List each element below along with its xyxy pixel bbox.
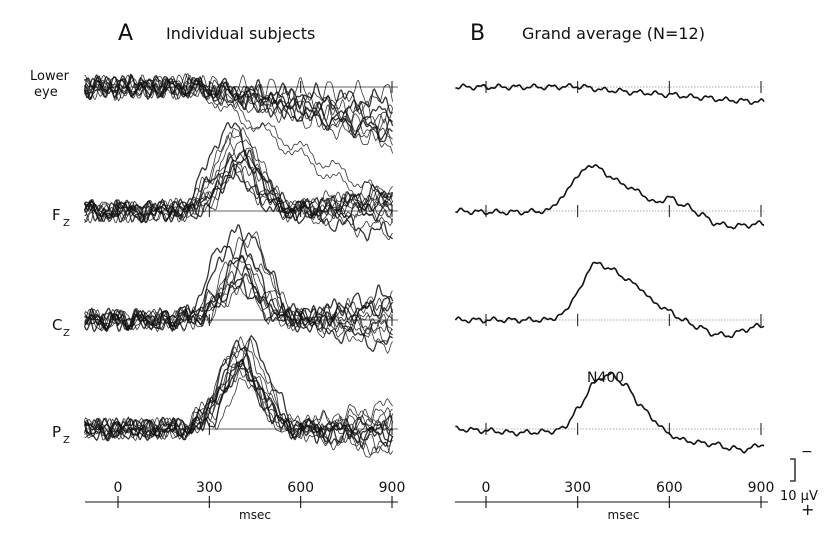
x-tick-label-a: 900 bbox=[379, 480, 406, 496]
subject-trace-pz bbox=[84, 345, 393, 442]
channel-label-lower: Lower bbox=[30, 69, 70, 84]
channel-label-pz: P Z bbox=[52, 423, 70, 446]
subject-trace-fz bbox=[84, 135, 393, 224]
subject-trace-cz bbox=[84, 254, 393, 333]
panel-a-plot bbox=[83, 72, 398, 458]
x-axis-panel-a: 0 300 600 900 msec bbox=[85, 480, 405, 522]
subject-trace-fz bbox=[83, 148, 394, 223]
subject-trace-lower-eye bbox=[84, 74, 393, 154]
svg-text:C: C bbox=[52, 316, 62, 334]
subject-trace-lower-eye bbox=[84, 77, 393, 208]
channel-label-fz: F Z bbox=[52, 206, 70, 229]
x-tick-label-b: 300 bbox=[564, 480, 591, 496]
n400-label: N400 bbox=[587, 370, 624, 386]
x-tick-label-b: 900 bbox=[748, 480, 775, 496]
subject-trace-cz bbox=[84, 230, 393, 342]
x-tick-label-a: 0 bbox=[114, 480, 123, 496]
subject-trace-pz bbox=[84, 336, 393, 458]
channel-label-eye: eye bbox=[34, 85, 58, 100]
panel-b-title: Grand average (N=12) bbox=[522, 24, 705, 43]
panel-b-plot bbox=[454, 81, 765, 454]
x-tick-label-b: 600 bbox=[656, 480, 683, 496]
x-axis-label-b: msec bbox=[608, 508, 640, 522]
subject-trace-lower-eye bbox=[84, 72, 393, 106]
svg-text:F: F bbox=[52, 206, 61, 224]
subject-trace-pz bbox=[84, 377, 393, 456]
scale-bar-pos: + bbox=[801, 500, 814, 519]
grand-average-trace-pz bbox=[455, 371, 765, 454]
svg-text:Z: Z bbox=[63, 218, 70, 229]
scale-bar-line bbox=[790, 458, 796, 482]
scale-bar-neg: − bbox=[801, 444, 813, 460]
subject-trace-pz bbox=[84, 351, 393, 440]
subject-trace-cz bbox=[84, 259, 393, 337]
subject-trace-fz bbox=[84, 140, 393, 221]
grand-average-trace-cz bbox=[454, 261, 765, 339]
x-axis-panel-b: 0 300 600 900 msec bbox=[455, 480, 774, 522]
x-axis-label-a: msec bbox=[239, 508, 271, 522]
subject-trace-fz bbox=[83, 155, 394, 224]
panel-a-letter: A bbox=[118, 21, 133, 46]
grand-average-trace-lower-eye bbox=[455, 83, 765, 105]
svg-text:P: P bbox=[52, 423, 61, 441]
x-tick-label-a: 600 bbox=[287, 480, 314, 496]
subject-trace-cz bbox=[84, 261, 393, 336]
x-tick-label-b: 0 bbox=[482, 480, 491, 496]
subject-trace-fz bbox=[84, 151, 393, 223]
subject-trace-pz bbox=[84, 337, 393, 442]
subject-trace-pz bbox=[83, 358, 394, 448]
subject-trace-pz bbox=[84, 334, 394, 441]
subject-trace-pz bbox=[84, 346, 393, 442]
svg-text:Z: Z bbox=[63, 328, 70, 339]
scale-bar-label: 10 µV bbox=[780, 489, 818, 504]
subject-trace-cz bbox=[84, 273, 393, 331]
panel-b-letter: B bbox=[470, 21, 485, 46]
grand-average-trace-fz bbox=[455, 164, 765, 230]
subject-trace-lower-eye bbox=[84, 77, 393, 146]
scale-bar: − 10 µV + bbox=[780, 444, 818, 519]
panel-a-title: Individual subjects bbox=[166, 24, 315, 43]
subject-trace-fz bbox=[83, 149, 393, 242]
channel-label-cz: C Z bbox=[52, 316, 70, 339]
svg-text:Z: Z bbox=[63, 435, 70, 446]
x-tick-label-a: 300 bbox=[196, 480, 223, 496]
subject-trace-fz bbox=[84, 163, 393, 227]
